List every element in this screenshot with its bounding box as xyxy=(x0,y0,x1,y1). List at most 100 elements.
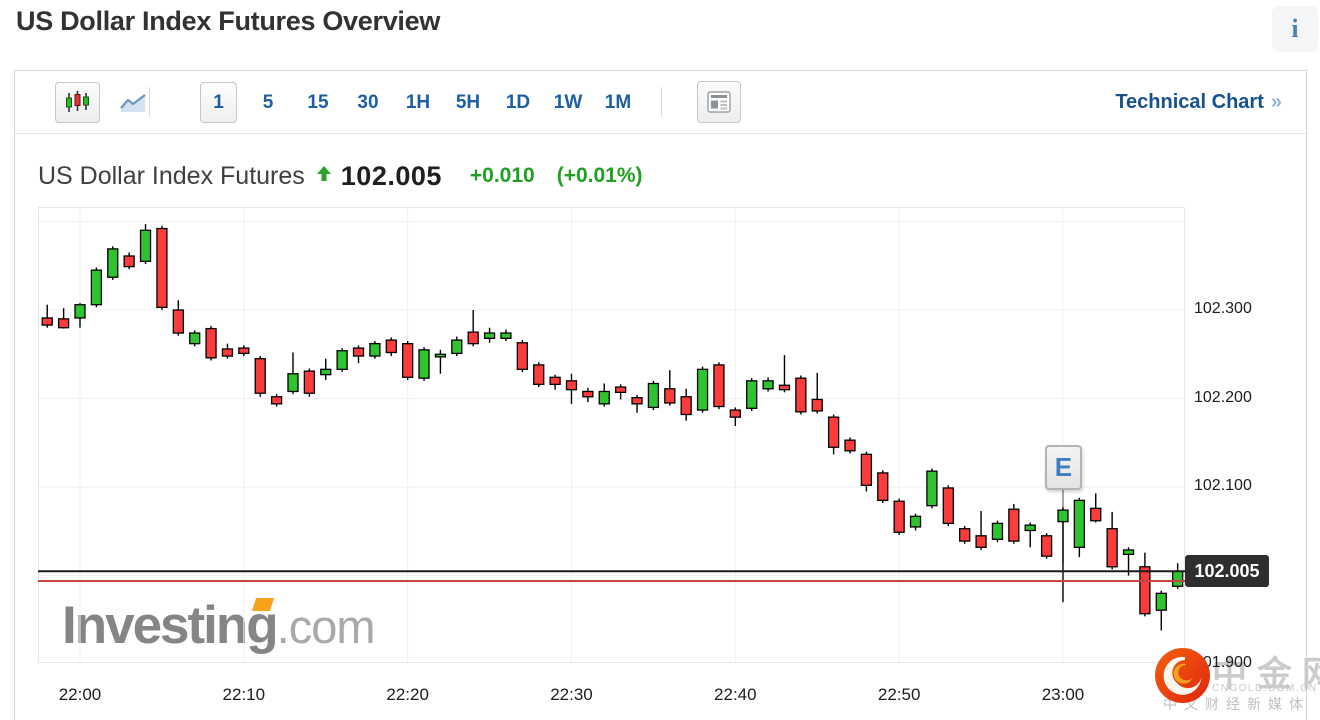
candle-22:47-down xyxy=(844,439,856,452)
plot-border xyxy=(38,207,1185,663)
candle-22:10-down xyxy=(238,347,250,355)
candle-22:13-up xyxy=(287,373,299,393)
candle-22:03-down xyxy=(123,255,135,268)
brand-domain: CNGOLD.COM.CN xyxy=(1212,683,1318,694)
instrument-name: US Dollar Index Futures xyxy=(38,161,305,190)
interval-button-15[interactable]: 15 xyxy=(293,82,343,123)
candle-22:51-up xyxy=(909,515,922,528)
chart-widget: 1 5 15 30 1H 5H 1D 1W 1M Technical Chart » US Do… xyxy=(14,70,1307,720)
info-button[interactable]: i xyxy=(1272,6,1318,52)
interval-button-30[interactable]: 30 xyxy=(343,82,393,123)
toolbar-divider xyxy=(149,87,150,117)
candle-22:16-up xyxy=(336,350,348,370)
candle-23:07-up xyxy=(1172,570,1184,587)
interval-button-1[interactable]: 1 xyxy=(200,82,237,123)
candle-22:48-down xyxy=(860,453,873,486)
candle-23:05-down xyxy=(1139,566,1151,615)
interval-button-1d[interactable]: 1D xyxy=(493,82,543,123)
candle-22:29-down xyxy=(549,376,561,386)
candle-22:12-down xyxy=(270,396,283,405)
interval-group: 1 5 15 30 1H 5H 1D 1W 1M xyxy=(193,82,643,123)
technical-chart-link[interactable]: Technical Chart » xyxy=(1115,71,1282,133)
candle-21:59-down xyxy=(57,318,70,329)
candle-22:46-down xyxy=(827,416,840,448)
interval-button-1m[interactable]: 1M xyxy=(593,82,643,123)
branding-watermark: 中金网 CNGOLD.COM.CN 中文财经新媒体 xyxy=(1150,644,1320,720)
candle-22:34-down xyxy=(631,397,643,405)
candle-22:56-up xyxy=(991,522,1004,540)
x-axis-label: 23:00 xyxy=(1041,685,1085,704)
candle-23:02-down xyxy=(1090,507,1102,522)
candle-23:03-down xyxy=(1106,528,1118,568)
x-axis-label: 22:30 xyxy=(550,685,593,704)
news-icon xyxy=(707,91,731,113)
candle-22:09-down xyxy=(221,348,234,357)
chevron-right-icon: » xyxy=(1270,90,1282,113)
investing-watermark: Investing.com xyxy=(62,595,376,656)
candle-22:45-down xyxy=(811,398,823,412)
candle-22:05-down xyxy=(156,227,168,308)
y-axis-label: 102.200 xyxy=(1194,388,1252,406)
candle-22:49-down xyxy=(877,472,889,502)
up-arrow-icon xyxy=(316,166,331,186)
x-axis-label: 22:10 xyxy=(222,685,266,704)
last-price-badge: 102.005 xyxy=(1185,555,1269,588)
candle-23:00-up xyxy=(1057,509,1069,523)
candle-22:06-down xyxy=(172,309,184,334)
candle-22:30-down xyxy=(565,380,578,391)
candle-22:01-up xyxy=(90,269,103,306)
candle-22:43-down xyxy=(778,384,791,391)
brand-name: 中金网 xyxy=(1212,655,1320,694)
event-marker[interactable]: E xyxy=(1044,445,1082,490)
brand-slogan: 中文财经新媒体 xyxy=(1163,696,1310,712)
candle-22:02-up xyxy=(107,248,119,278)
candle-22:21-up xyxy=(418,349,430,379)
interval-button-5h[interactable]: 5H xyxy=(443,82,493,123)
candle-22:31-down xyxy=(582,390,594,398)
candle-22:35-up xyxy=(647,382,660,409)
candle-22:00-up xyxy=(74,304,86,319)
candlestick-plot[interactable] xyxy=(38,207,1185,663)
candle-22:59-down xyxy=(1040,535,1053,557)
candle-22:24-down xyxy=(467,331,479,345)
candle-22:19-down xyxy=(385,339,397,354)
candle-22:58-up xyxy=(1024,524,1036,532)
candle-22:54-down xyxy=(959,528,971,542)
candle-22:38-up xyxy=(696,368,709,411)
interval-button-1w[interactable]: 1W xyxy=(543,82,593,123)
candle-22:50-down xyxy=(893,500,905,533)
watermark-text-bold: Investing xyxy=(62,596,279,655)
interval-button-5[interactable]: 5 xyxy=(243,82,293,123)
line-chart-button[interactable] xyxy=(110,82,155,123)
cngold-logo-icon xyxy=(1155,648,1210,708)
candle-22:37-down xyxy=(680,396,692,416)
candle-22:22-up xyxy=(434,353,447,358)
candle-22:32-up xyxy=(598,390,610,405)
candle-22:07-up xyxy=(189,332,201,345)
candle-22:33-down xyxy=(614,386,627,393)
price-change-percent: (+0.01%) xyxy=(556,164,643,187)
candle-22:40-down xyxy=(729,409,741,418)
candle-23:06-up xyxy=(1155,592,1167,611)
x-axis-label: 22:00 xyxy=(58,685,102,704)
interval-button-1h[interactable]: 1H xyxy=(393,82,443,123)
candlestick-chart-button[interactable] xyxy=(55,82,100,123)
y-axis-label: 102.300 xyxy=(1194,300,1252,317)
candlestick-icon xyxy=(66,91,89,112)
candle-22:26-up xyxy=(500,332,512,339)
candle-22:25-up xyxy=(483,332,496,339)
candle-22:27-down xyxy=(516,342,528,370)
x-axis-label: 22:20 xyxy=(386,685,429,704)
news-events-button[interactable] xyxy=(697,81,741,123)
candle-22:15-up xyxy=(320,368,332,376)
candle-23:01-up xyxy=(1073,499,1086,548)
candle-22:20-down xyxy=(402,342,414,378)
x-axis-label: 22:50 xyxy=(877,685,921,704)
event-marker-label: E xyxy=(1054,452,1073,482)
candle-22:53-down xyxy=(942,487,954,525)
last-price: 102.005 xyxy=(340,160,442,191)
candle-22:04-up xyxy=(139,229,152,262)
candle-22:23-up xyxy=(451,339,463,355)
candle-22:17-down xyxy=(352,347,365,357)
